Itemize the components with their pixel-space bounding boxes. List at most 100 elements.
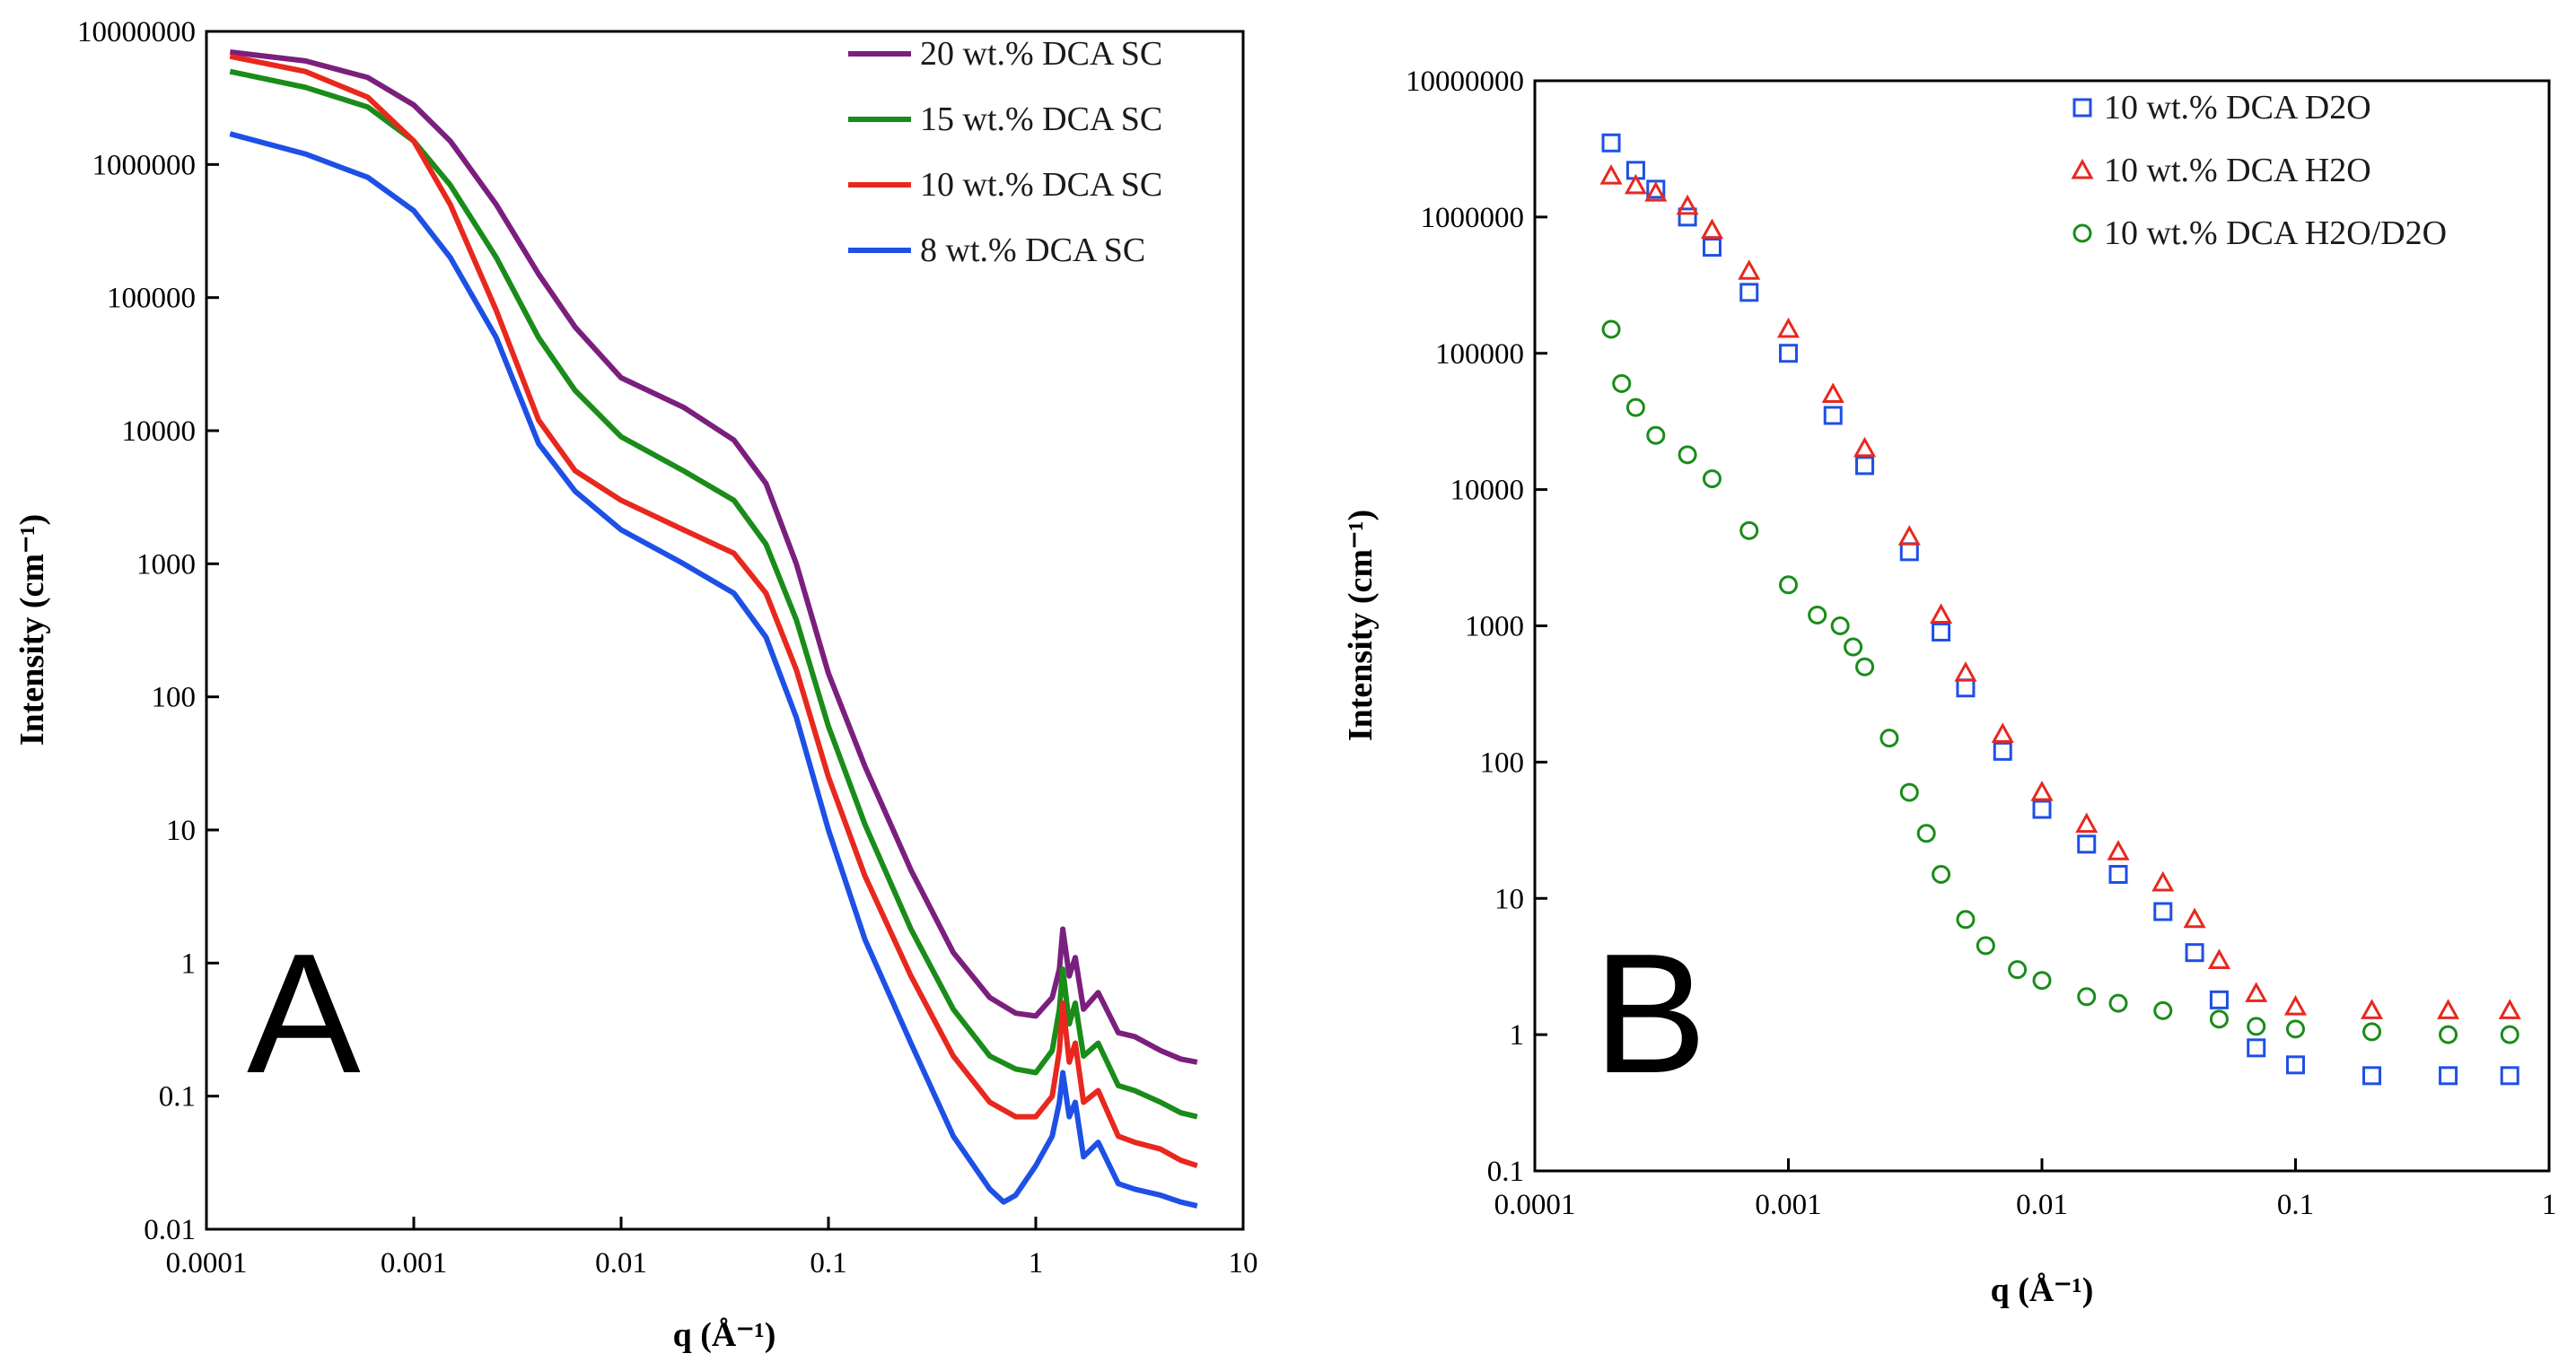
panel-b-letter: B: [1593, 919, 1707, 1109]
y-tick-label: 1: [181, 947, 197, 980]
data-point-10-wt-dca-h2o-d2o: [2439, 1025, 2458, 1044]
data-point-10-wt-dca-h2o: [2283, 995, 2308, 1016]
data-point-10-wt-dca-d2o: [2032, 799, 2052, 819]
data-point-10-wt-dca-h2o-d2o: [1855, 657, 1875, 677]
x-tick-label: 1: [1029, 1247, 1044, 1279]
y-tick-label: 1000000: [1421, 202, 1525, 234]
y-tick-label: 0.01: [144, 1214, 196, 1246]
data-point-10-wt-dca-h2o-d2o: [1932, 865, 1951, 885]
panel-b: 0.1110100100010000100000100000010000000 …: [1342, 65, 2556, 1309]
data-point-10-wt-dca-d2o: [2209, 990, 2229, 1009]
panel-a-y-ticks: 0.01 0.1 1 10 100 1000 10000 100000 1000000 10000…: [77, 16, 219, 1246]
x-tick-label: 0.001: [381, 1247, 447, 1279]
x-tick-label: 0.01: [2016, 1189, 2068, 1221]
legend-swatch-10-wt-dca-d2o: [2072, 98, 2092, 118]
data-point-10-wt-dca-h2o-d2o: [1899, 782, 1919, 802]
panel-b-x-ticks: 0.0001 0.001 0.01 0.1 1: [1494, 1158, 2557, 1221]
series-line-20-wt-dca-sc: [229, 49, 1198, 1065]
data-point-10-wt-dca-h2o: [2437, 999, 2460, 1019]
data-point-10-wt-dca-h2o-d2o: [2500, 1025, 2519, 1044]
data-point-10-wt-dca-h2o: [1930, 603, 1953, 624]
data-point-10-wt-dca-h2o-d2o: [1678, 445, 1697, 465]
data-point-10-wt-dca-h2o-d2o: [1779, 575, 1798, 595]
data-point-10-wt-dca-h2o: [2207, 948, 2231, 969]
data-point-10-wt-dca-h2o: [2030, 780, 2054, 801]
data-point-10-wt-dca-d2o: [2108, 865, 2128, 885]
panel-a-letter: A: [247, 919, 361, 1109]
y-tick-label: 0.1: [159, 1081, 196, 1113]
data-point-10-wt-dca-h2o-d2o: [1625, 397, 1645, 417]
legend-label-20-wt-dca-sc: 20 wt.% DCA SC: [920, 35, 1162, 73]
legend-label-10-wt-dca-h2o-d2o: 10 wt.% DCA H2O/D2O: [2104, 214, 2447, 252]
data-point-10-wt-dca-h2o-d2o: [2362, 1022, 2382, 1042]
y-tick-label: 0.1: [1487, 1156, 1524, 1188]
series-line-10-wt-dca-sc: [229, 53, 1198, 1169]
series-line-8-wt-dca-sc: [229, 131, 1198, 1209]
data-point-10-wt-dca-h2o-d2o: [1879, 729, 1899, 748]
panel-a-legend: 20 wt.% DCA SC 15 wt.% DCA SC 10 wt.% DCA …: [848, 35, 1162, 269]
data-point-10-wt-dca-d2o: [1702, 238, 1722, 258]
data-point-10-wt-dca-h2o-d2o: [2108, 993, 2128, 1013]
data-point-10-wt-dca-d2o: [2185, 943, 2204, 963]
data-point-10-wt-dca-h2o: [2360, 999, 2384, 1019]
data-point-10-wt-dca-d2o: [1823, 406, 1843, 425]
x-tick-label: 0.1: [810, 1247, 846, 1279]
panel-b-x-axis-label: q (Å⁻¹): [1991, 1271, 2094, 1309]
panel-b-y-ticks: 0.1 1 10 100 1000 10000 100000 1000000 10000000: [1406, 65, 1547, 1188]
data-point-10-wt-dca-h2o: [1991, 722, 2014, 743]
data-point-10-wt-dca-d2o: [1739, 283, 1759, 302]
data-point-10-wt-dca-h2o: [1700, 218, 1724, 240]
y-tick-label: 100: [152, 682, 197, 714]
y-tick-label: 10000: [1450, 475, 1525, 507]
data-point-10-wt-dca-d2o: [1855, 456, 1875, 476]
panel-b-series: [1599, 133, 2521, 1086]
y-tick-label: 1000: [136, 548, 196, 581]
x-tick-label: 1: [2542, 1189, 2557, 1221]
data-point-10-wt-dca-h2o: [2107, 840, 2130, 860]
data-point-10-wt-dca-h2o: [1676, 194, 1699, 215]
y-tick-label: 10: [166, 815, 196, 847]
x-tick-label: 0.0001: [166, 1247, 248, 1279]
legend-label-10-wt-dca-d2o: 10 wt.% DCA D2O: [2104, 89, 2371, 127]
legend-label-15-wt-dca-sc: 15 wt.% DCA SC: [920, 100, 1162, 138]
y-tick-label: 10000: [122, 415, 197, 448]
x-tick-label: 0.0001: [1494, 1189, 1576, 1221]
data-point-10-wt-dca-h2o-d2o: [1808, 605, 1827, 624]
legend-label-10-wt-dca-h2o: 10 wt.% DCA H2O: [2104, 152, 2371, 189]
y-tick-label: 100: [1480, 747, 1525, 779]
y-tick-label: 10000000: [1406, 65, 1524, 98]
data-point-10-wt-dca-h2o-d2o: [1601, 319, 1621, 339]
data-point-10-wt-dca-d2o: [2153, 902, 2173, 921]
panel-a-x-axis-label: q (Å⁻¹): [673, 1316, 776, 1354]
data-point-10-wt-dca-h2o-d2o: [1702, 469, 1722, 489]
data-point-10-wt-dca-h2o: [2075, 812, 2098, 834]
data-point-10-wt-dca-h2o-d2o: [1916, 824, 1936, 843]
panel-a-plot-frame: [205, 30, 1245, 1231]
data-point-10-wt-dca-h2o: [1776, 317, 1801, 338]
data-point-10-wt-dca-d2o: [1993, 741, 2012, 761]
data-point-10-wt-dca-h2o: [2151, 870, 2175, 892]
data-point-10-wt-dca-d2o: [1678, 207, 1697, 227]
data-point-10-wt-dca-d2o: [1779, 344, 1798, 363]
data-point-10-wt-dca-d2o: [1601, 133, 1621, 153]
data-point-10-wt-dca-h2o-d2o: [2153, 1000, 2173, 1020]
panel-a-x-ticks: 0.0001 0.001 0.01 0.1 1 10: [166, 1217, 1258, 1279]
panel-a-y-axis-label: Intensity (cm⁻¹): [13, 514, 51, 746]
panel-b-y-axis-label: Intensity (cm⁻¹): [1342, 510, 1380, 741]
x-tick-label: 10: [1229, 1247, 1258, 1279]
data-point-10-wt-dca-h2o-d2o: [1646, 425, 1666, 445]
panel-a-series: [229, 49, 1198, 1209]
data-point-10-wt-dca-h2o: [1738, 259, 1761, 280]
data-point-10-wt-dca-h2o: [1644, 181, 1668, 202]
data-point-10-wt-dca-h2o-d2o: [1612, 373, 1632, 393]
panel-a: 0.01 0.1 1 10 100 1000 10000 100000 1000000 10000…: [13, 16, 1258, 1354]
data-point-10-wt-dca-h2o-d2o: [1956, 910, 1976, 930]
data-point-10-wt-dca-h2o-d2o: [1844, 637, 1863, 657]
data-point-10-wt-dca-h2o-d2o: [2032, 971, 2052, 991]
y-tick-label: 100000: [107, 283, 196, 315]
data-point-10-wt-dca-h2o: [1599, 164, 1623, 185]
data-point-10-wt-dca-h2o-d2o: [1830, 616, 1850, 635]
panel-b-legend: 10 wt.% DCA D2O 10 wt.% DCA H2O 10 wt.% DC…: [2071, 89, 2447, 252]
data-point-10-wt-dca-h2o: [1821, 382, 1844, 403]
y-tick-label: 10000000: [77, 16, 196, 48]
